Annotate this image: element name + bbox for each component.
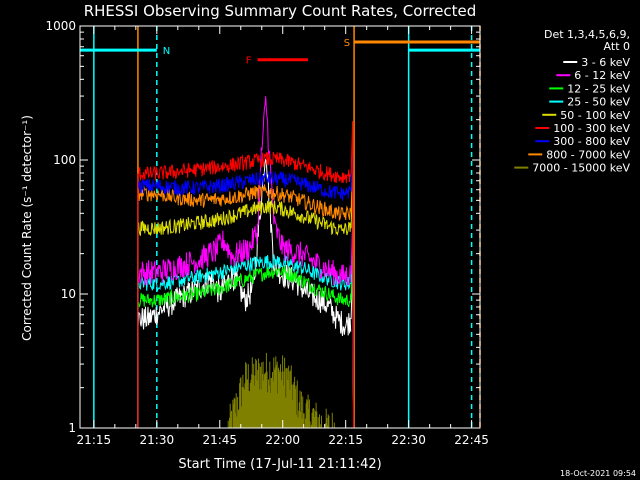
x-tick-label: 21:15 — [77, 433, 112, 447]
x-tick-label: 21:30 — [140, 433, 175, 447]
legend-label-50-100-kev: 50 - 100 keV — [560, 109, 630, 122]
series-800-7000-kev — [137, 184, 352, 428]
legend-label-300-800-kev: 300 - 800 keV — [553, 135, 630, 148]
series-300-800-kev — [137, 170, 351, 428]
x-axis-label: Start Time (17-Jul-11 21:11:42) — [178, 457, 381, 472]
x-tick-label: 22:00 — [265, 433, 300, 447]
y-tick-label: 100 — [53, 153, 76, 167]
chart-title: RHESSI Observing Summary Count Rates, Co… — [84, 2, 477, 20]
legend-label-12-25-kev: 12 - 25 keV — [567, 82, 630, 95]
legend-header: Att 0 — [604, 40, 630, 53]
x-tick-label: 21:45 — [202, 433, 237, 447]
legend-label-7000-15000-kev: 7000 - 15000 keV — [532, 162, 630, 175]
legend-label-800-7000-kev: 800 - 7000 keV — [546, 148, 630, 161]
plot-area: N F S — [80, 26, 481, 429]
legend-label-6-12-kev: 6 - 12 keV — [574, 69, 630, 82]
series-100-300-kev-edge — [350, 121, 355, 429]
series-12-25-kev — [137, 265, 352, 428]
footer-timestamp: 18-Oct-2021 09:54 — [560, 469, 636, 478]
series-50-100-kev — [137, 200, 352, 428]
series-25-50-kev — [137, 254, 352, 428]
y-tick-label: 10 — [61, 287, 76, 301]
x-tick-label: 22:30 — [391, 433, 426, 447]
legend-label-3-6-kev: 3 - 6 keV — [581, 56, 630, 69]
series-6-12-kev — [137, 96, 352, 428]
series-7000-15000-kev — [227, 352, 335, 428]
x-tick-label: 22:15 — [328, 433, 363, 447]
series-3-6-kev — [137, 158, 352, 428]
legend-label-25-50-kev: 25 - 50 keV — [567, 96, 630, 109]
legend-label-100-300-kev: 100 - 300 keV — [553, 122, 630, 135]
annotation-label-s: S — [344, 38, 350, 49]
axes: 1 10 100 1000 21:15 21:30 21:45 22:00 22:15 22:30… — [45, 19, 488, 447]
plot-frame — [79, 25, 481, 429]
y-tick-label: 1 — [68, 421, 76, 435]
y-axis-label: Corrected Count Rate (s⁻¹ detector⁻¹) — [20, 115, 34, 341]
annotation-label-f: F — [246, 56, 252, 67]
x-tick-label: 22:45 — [454, 433, 489, 447]
legend-header: Det 1,3,4,5,6,9, — [544, 28, 630, 41]
annotation-label-n: N — [163, 46, 170, 57]
series-100-300-kev — [137, 151, 352, 428]
y-tick-label: 1000 — [45, 19, 76, 33]
